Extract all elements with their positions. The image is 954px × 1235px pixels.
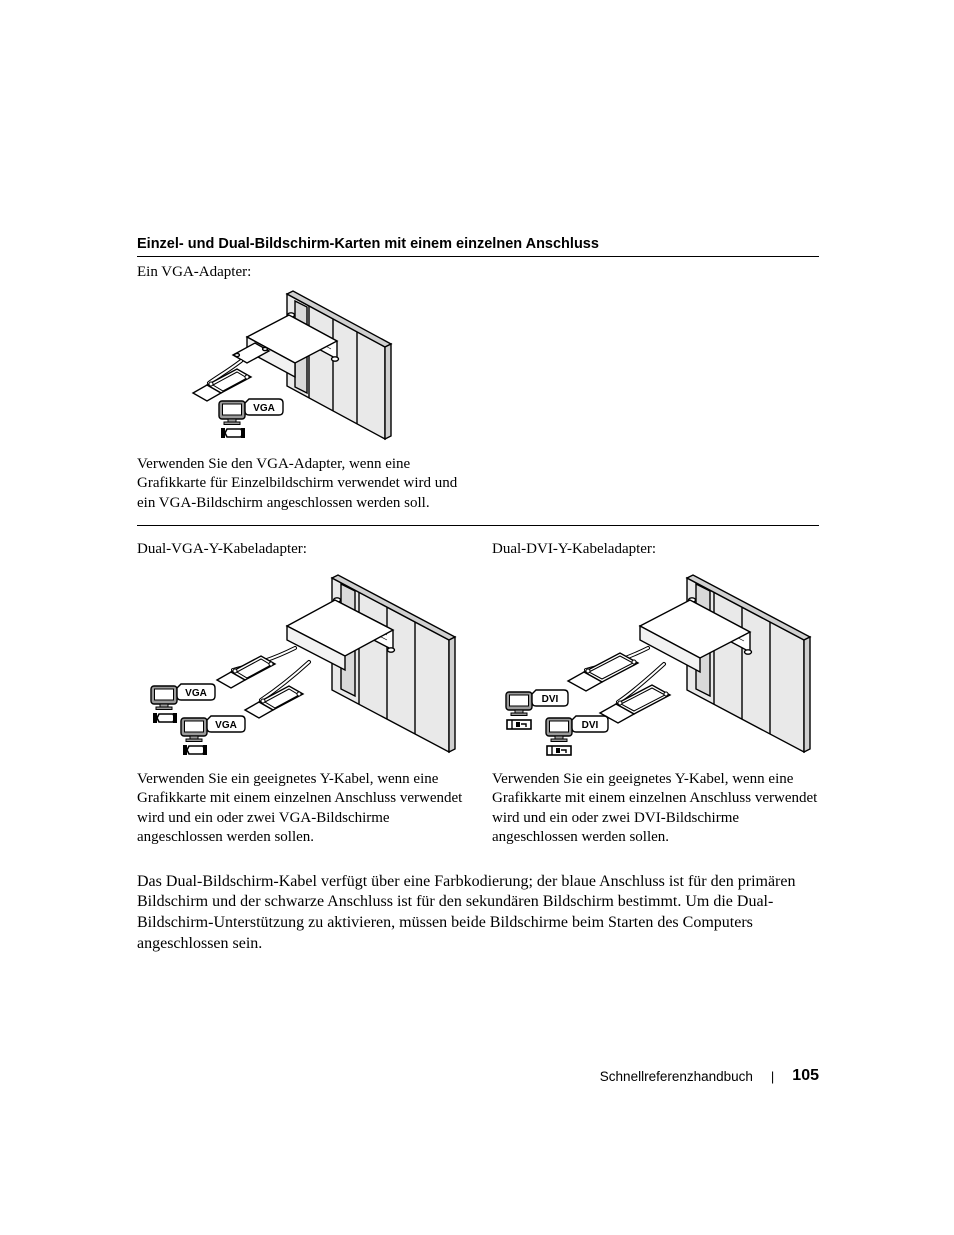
fig3-label2: DVI [582,720,599,731]
fig3-desc: Verwenden Sie ein geeignetes Y-Kabel, we… [492,770,819,848]
fig2-illustration: VGA VGA [137,570,457,760]
footer-separator: | [771,1069,774,1084]
page-footer: Schnellreferenzhandbuch | 105 [600,1067,819,1085]
section-heading: Einzel- und Dual-Bildschirm-Karten mit e… [137,236,819,252]
fig3-label1: DVI [542,694,559,705]
fig1-caption: Ein VGA-Adapter: [137,263,819,283]
fig3-illustration: DVI [492,570,812,760]
fig3-col: Dual-DVI-Y-Kabeladapter: [492,540,819,848]
mid-rule [137,525,819,526]
fig2-desc: Verwenden Sie ein geeignetes Y-Kabel, we… [137,770,464,848]
heading-rule [137,256,819,257]
fig1-illustration: VGA [137,289,397,449]
footer-book: Schnellreferenzhandbuch [600,1069,753,1084]
fig1-label: VGA [253,403,275,414]
fig1-desc: Verwenden Sie den VGA-Adapter, wenn eine… [137,455,467,514]
footer-page-number: 105 [792,1067,819,1085]
fig2-label1: VGA [185,688,207,699]
body-text: Das Dual-Bildschirm-Kabel verfügt über e… [137,872,819,955]
fig2-caption: Dual-VGA-Y-Kabeladapter: [137,540,464,560]
fig2-label2: VGA [215,720,237,731]
fig2-col: Dual-VGA-Y-Kabeladapter: [137,540,464,848]
fig3-caption: Dual-DVI-Y-Kabeladapter: [492,540,819,560]
